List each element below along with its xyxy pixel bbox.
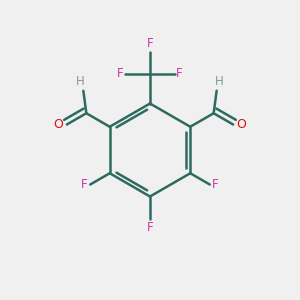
Text: H: H (76, 75, 85, 88)
Text: H: H (215, 75, 224, 88)
Text: F: F (147, 221, 153, 234)
Text: F: F (81, 178, 88, 191)
Text: O: O (53, 118, 63, 131)
Text: F: F (147, 38, 153, 50)
Text: O: O (237, 118, 247, 131)
Text: F: F (176, 67, 183, 80)
Text: F: F (117, 67, 124, 80)
Text: F: F (212, 178, 219, 191)
